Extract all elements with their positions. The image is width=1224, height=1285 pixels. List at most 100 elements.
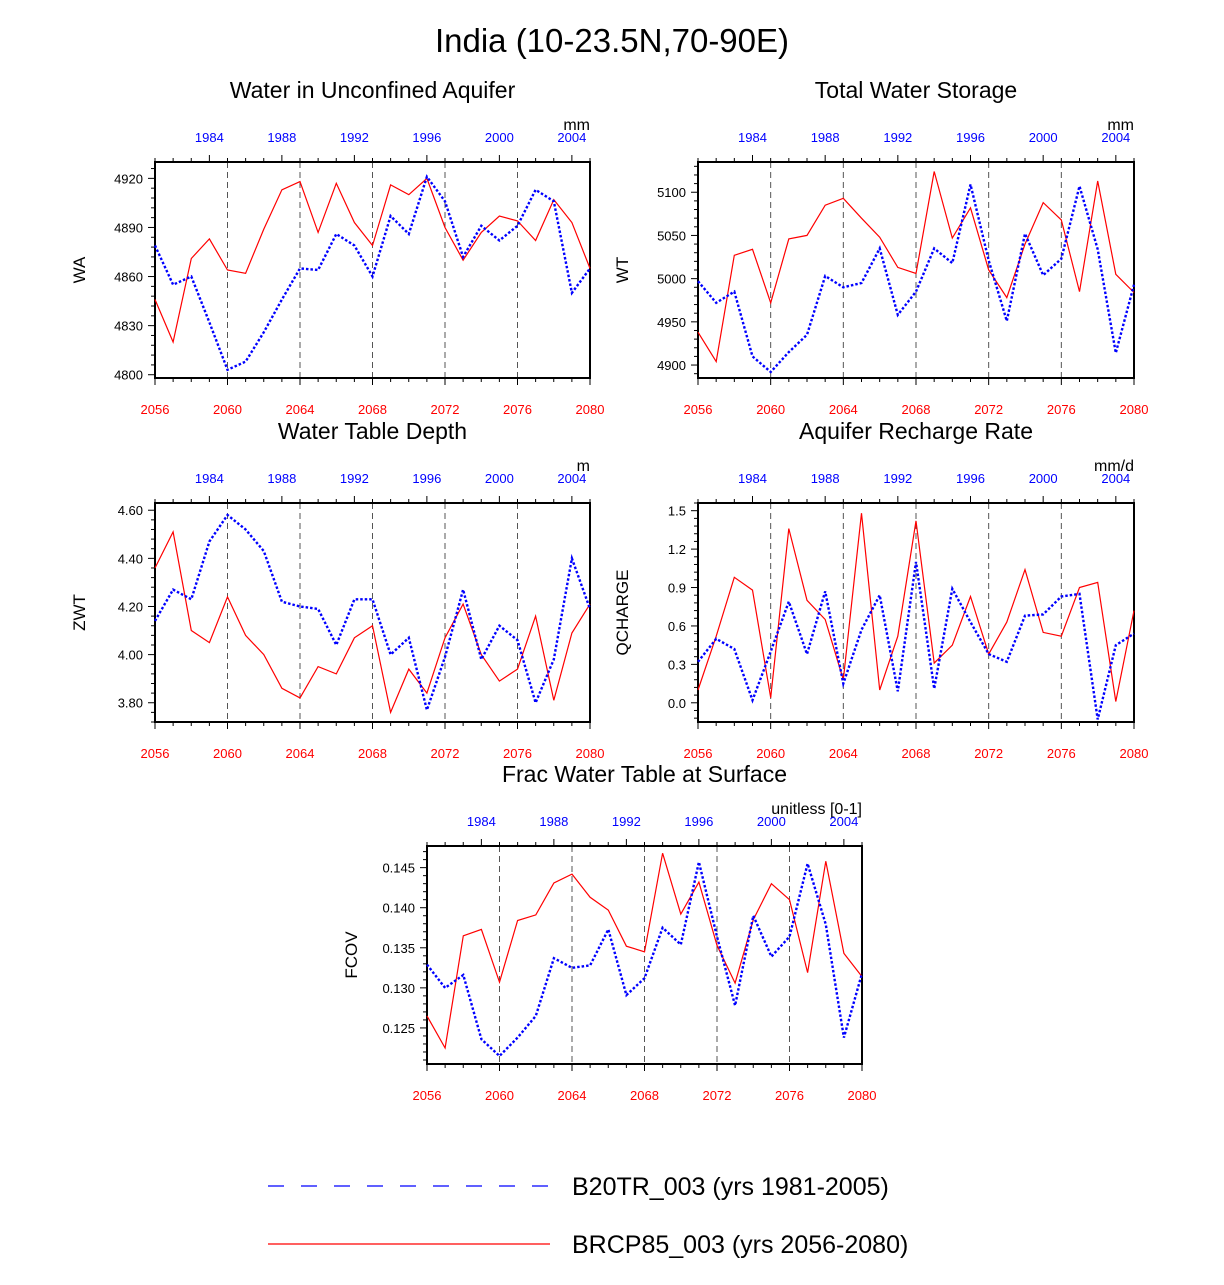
x-tick-label: 2076 [1047, 746, 1076, 761]
chart-title: Total Water Storage [815, 77, 1017, 103]
x-tick-label: 2068 [358, 746, 387, 761]
x-top-tick-label: 1984 [195, 471, 224, 486]
x-tick-label: 2056 [141, 746, 170, 761]
series-line-b20tr [697, 181, 1136, 374]
page-title: India (10-23.5N,70-90E) [435, 22, 789, 59]
x-tick-label: 2072 [974, 402, 1003, 417]
y-axis-label: WT [613, 257, 632, 283]
chart-panel-2: Total Water Storage mm WT 2056 2060 2064 2068 2… [613, 77, 1148, 417]
x-tick-label: 2076 [503, 746, 532, 761]
y-tick-label: 4.20 [118, 599, 143, 614]
series-line-b20tr [153, 174, 591, 372]
chart-title: Frac Water Table at Surface [502, 761, 787, 787]
y-tick-label: 4.40 [118, 551, 143, 566]
y-axis-label: WA [70, 256, 89, 283]
x-tick-label: 2080 [1120, 402, 1149, 417]
chart-title: Water in Unconfined Aquifer [230, 77, 516, 103]
x-top-tick-label: 2000 [757, 814, 786, 829]
x-tick-label: 2068 [630, 1088, 659, 1103]
y-tick-label: 4900 [657, 358, 686, 373]
x-tick-label: 2076 [1047, 402, 1076, 417]
series-line-b20tr [153, 513, 592, 715]
x-tick-label: 2076 [503, 402, 532, 417]
x-tick-label: 2056 [684, 746, 713, 761]
panels: Water in Unconfined Aquifer mm WA 2056 2060 2… [70, 77, 1148, 1103]
x-tick-label: 2080 [848, 1088, 877, 1103]
x-top-tick-label: 1992 [612, 814, 641, 829]
x-top-tick-label: 1992 [883, 471, 912, 486]
x-top-tick-label: 1988 [267, 471, 296, 486]
x-tick-label: 2060 [756, 402, 785, 417]
y-axis-label: FCOV [342, 931, 361, 979]
series-line-rcp85 [154, 177, 591, 344]
chart-title: Water Table Depth [278, 418, 467, 444]
x-top-tick-label: 1992 [883, 130, 912, 145]
x-top-tick-label: 1996 [684, 814, 713, 829]
x-top-tick-label: 2000 [485, 471, 514, 486]
y-tick-label: 0.145 [382, 861, 415, 876]
series-line-rcp85 [426, 853, 863, 1050]
units-label: unitless [0-1] [771, 801, 862, 818]
units-label: m [577, 458, 590, 475]
x-top-tick-label: 2004 [1101, 471, 1130, 486]
x-top-tick-label: 1984 [738, 130, 767, 145]
x-tick-label: 2064 [558, 1088, 587, 1103]
y-tick-label: 0.3 [668, 657, 686, 672]
chart-panel-4: Aquifer Recharge Rate mm/d QCHARGE 2056 2060… [613, 418, 1148, 761]
x-tick-label: 2068 [902, 746, 931, 761]
chart-panel-5: Frac Water Table at Surface unitless [0-1… [342, 761, 876, 1103]
y-tick-label: 4800 [114, 368, 143, 383]
chart-panel-1: Water in Unconfined Aquifer mm WA 2056 2060 2… [70, 77, 604, 417]
x-tick-label: 2056 [413, 1088, 442, 1103]
y-tick-label: 0.125 [382, 1021, 415, 1036]
x-top-tick-label: 1996 [956, 471, 985, 486]
x-top-tick-label: 2000 [485, 130, 514, 145]
x-top-tick-label: 2000 [1029, 471, 1058, 486]
x-tick-label: 2064 [829, 746, 858, 761]
y-axis-label: ZWT [70, 594, 89, 631]
x-tick-label: 2060 [213, 402, 242, 417]
x-top-tick-label: 1984 [467, 814, 496, 829]
x-top-tick-label: 2004 [557, 130, 586, 145]
y-tick-label: 0.135 [382, 941, 415, 956]
x-top-tick-label: 1996 [412, 471, 441, 486]
x-tick-label: 2076 [775, 1088, 804, 1103]
series-line-rcp85 [697, 171, 1135, 364]
x-tick-label: 2080 [576, 402, 605, 417]
x-top-tick-label: 2000 [1029, 130, 1058, 145]
x-tick-label: 2068 [358, 402, 387, 417]
x-top-tick-label: 1988 [811, 471, 840, 486]
x-top-tick-label: 1988 [267, 130, 296, 145]
units-label: mm [563, 117, 590, 134]
y-tick-label: 4.60 [118, 503, 143, 518]
y-tick-label: 5000 [657, 272, 686, 287]
y-tick-label: 0.140 [382, 901, 415, 916]
series-line-rcp85 [697, 513, 1135, 702]
x-top-tick-label: 2004 [557, 471, 586, 486]
y-tick-label: 4920 [114, 171, 143, 186]
y-tick-label: 0.9 [668, 581, 686, 596]
x-top-tick-label: 1992 [340, 130, 369, 145]
x-tick-label: 2072 [703, 1088, 732, 1103]
x-tick-label: 2060 [756, 746, 785, 761]
x-top-tick-label: 1988 [811, 130, 840, 145]
y-tick-label: 4.00 [118, 648, 143, 663]
y-tick-label: 5100 [657, 185, 686, 200]
x-top-tick-label: 1992 [340, 471, 369, 486]
y-tick-label: 1.2 [668, 542, 686, 557]
x-top-tick-label: 1996 [956, 130, 985, 145]
y-tick-label: 4860 [114, 270, 143, 285]
y-tick-label: 0.130 [382, 981, 415, 996]
x-tick-label: 2072 [974, 746, 1003, 761]
chart-title: Aquifer Recharge Rate [799, 418, 1033, 444]
x-tick-label: 2080 [1120, 746, 1149, 761]
x-top-tick-label: 1996 [412, 130, 441, 145]
y-tick-label: 4950 [657, 315, 686, 330]
x-tick-label: 2064 [286, 402, 315, 417]
x-tick-label: 2072 [431, 402, 460, 417]
legend-label-1: B20TR_003 (yrs 1981-2005) [572, 1173, 889, 1201]
y-tick-label: 1.5 [668, 504, 686, 519]
x-top-tick-label: 1984 [195, 130, 224, 145]
